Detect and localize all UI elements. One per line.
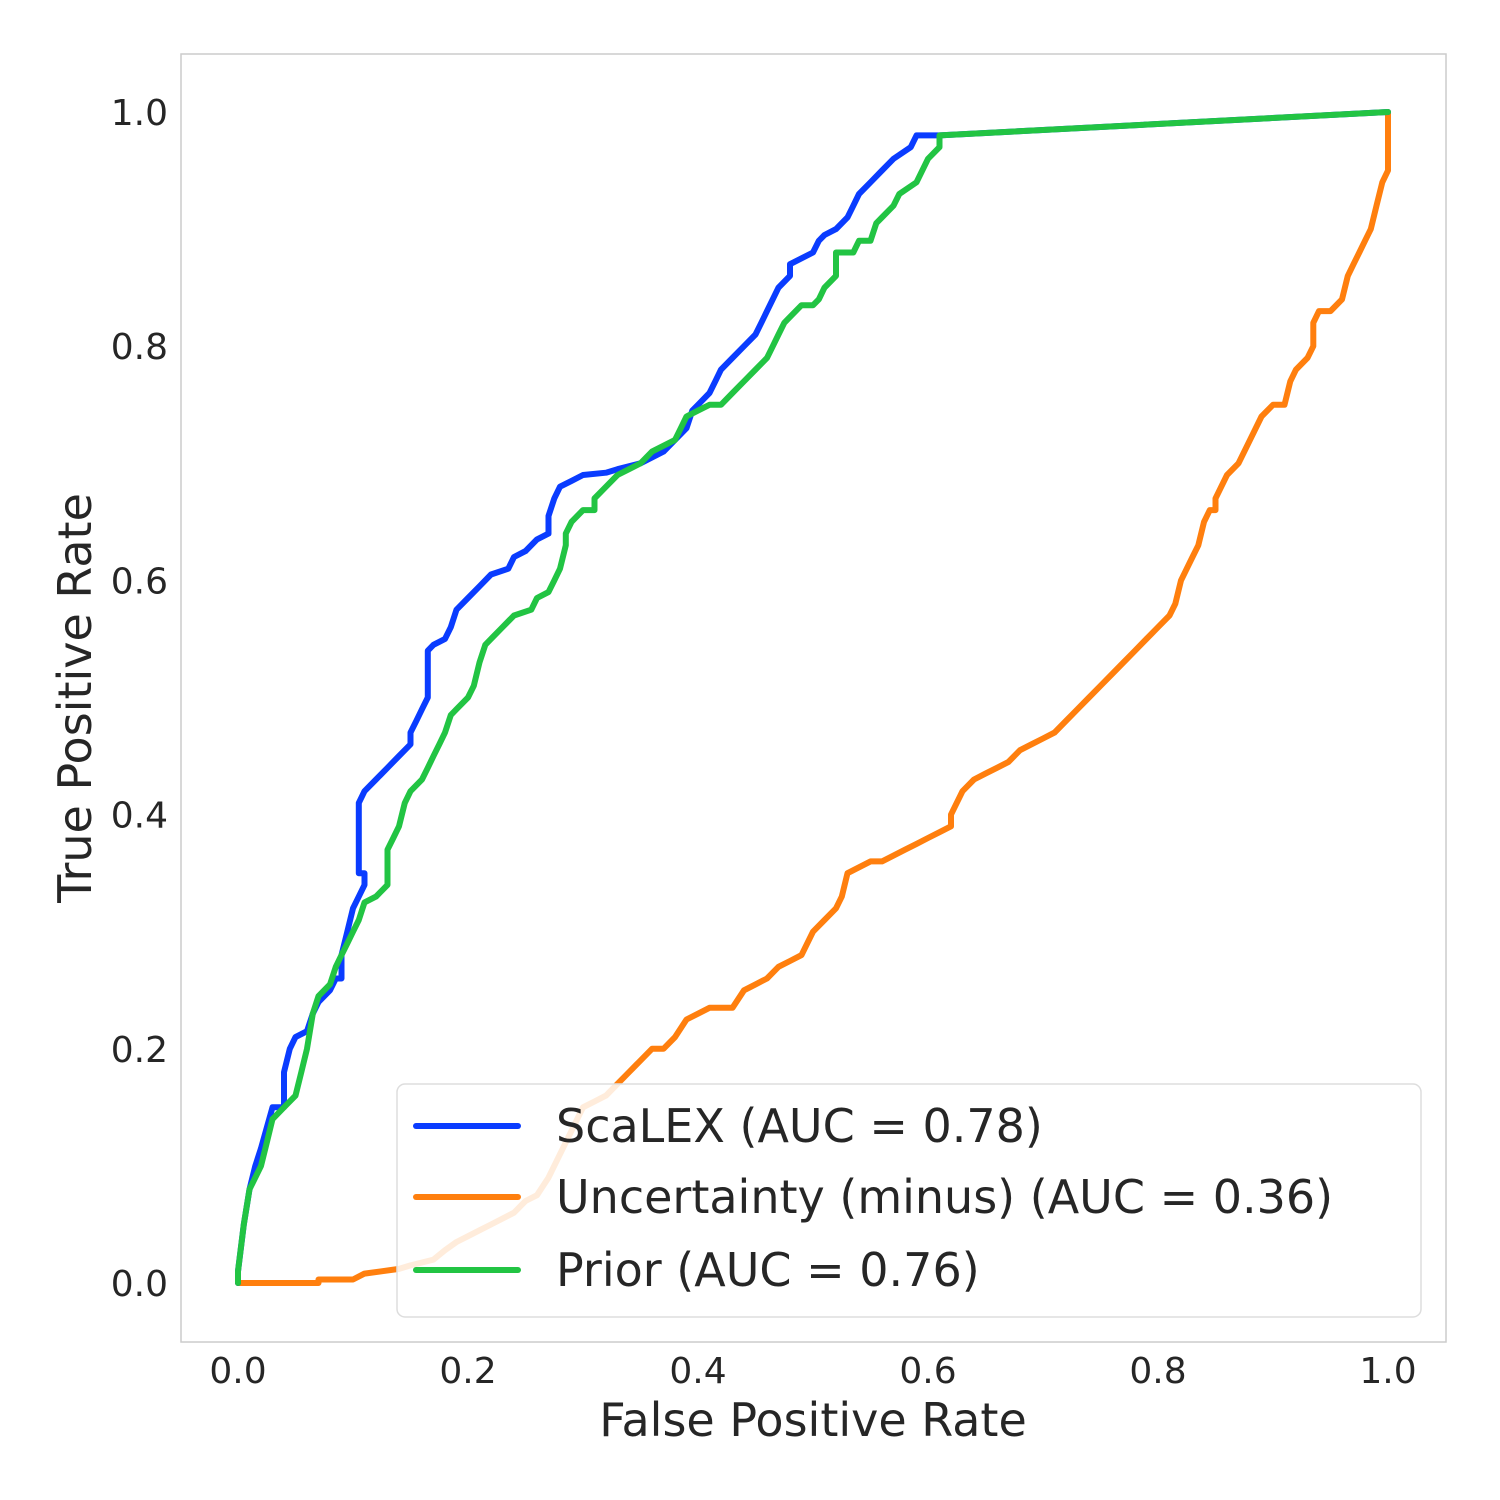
x-tick-label: 0.0 bbox=[209, 1351, 266, 1392]
y-tick-label: 0.4 bbox=[111, 796, 168, 837]
x-tick-label: 0.2 bbox=[439, 1351, 496, 1392]
legend: ScaLEX (AUC = 0.78) Uncertainty (minus) (… bbox=[396, 1083, 1422, 1318]
y-tick-label: 0.8 bbox=[111, 327, 168, 368]
series-line-2 bbox=[235, 109, 1391, 1286]
x-tick-label: 1.0 bbox=[1359, 1351, 1416, 1392]
y-tick-label: 0.0 bbox=[111, 1264, 168, 1305]
legend-label: Uncertainty (minus) (AUC = 0.36) bbox=[556, 1170, 1333, 1224]
x-tick-label: 0.8 bbox=[1129, 1351, 1186, 1392]
y-tick-label: 0.2 bbox=[111, 1030, 168, 1071]
y-axis-label: True Positive Rate bbox=[48, 493, 102, 904]
x-tick-label: 0.6 bbox=[899, 1351, 956, 1392]
ticks-layer: 0.0 0.2 0.4 0.6 0.8 1.0 0.0 0.2 0.4 0.6 0.8 1.0 bbox=[111, 93, 1417, 1392]
x-axis-label: False Positive Rate bbox=[599, 1393, 1027, 1447]
y-tick-label: 0.6 bbox=[111, 561, 168, 602]
x-tick-label: 0.4 bbox=[669, 1351, 726, 1392]
y-tick-label: 1.0 bbox=[111, 93, 168, 134]
legend-label: ScaLEX (AUC = 0.78) bbox=[556, 1099, 1043, 1153]
legend-label: Prior (AUC = 0.76) bbox=[556, 1243, 980, 1297]
legend-entries: ScaLEX (AUC = 0.78) Uncertainty (minus) (… bbox=[413, 1099, 1333, 1297]
legend-box bbox=[396, 1083, 1422, 1318]
